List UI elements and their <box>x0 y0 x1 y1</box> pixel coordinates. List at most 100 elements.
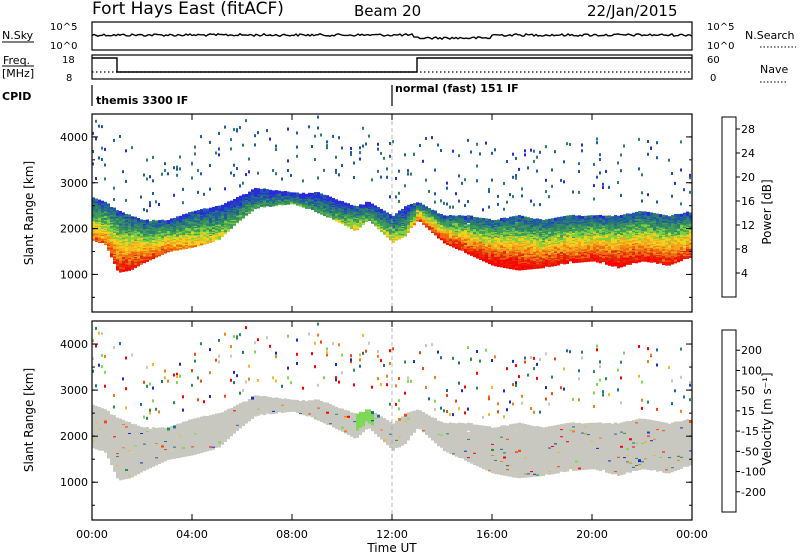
power-cell <box>563 216 566 219</box>
power-cell <box>119 242 122 246</box>
power-cell <box>494 220 497 223</box>
power-cell <box>146 253 149 257</box>
power-cell <box>176 237 179 241</box>
power-cell <box>143 244 146 248</box>
power-cell <box>299 197 302 201</box>
power-cell <box>371 203 374 207</box>
power-cell <box>323 168 325 172</box>
power-cell <box>317 115 319 119</box>
power-cell <box>104 240 107 244</box>
power-cell <box>434 168 436 172</box>
power-cell <box>215 211 218 215</box>
power-cell <box>473 216 476 220</box>
power-cell <box>158 227 161 231</box>
power-cell <box>131 221 134 225</box>
power-cell <box>347 207 350 211</box>
power-cell <box>257 188 260 192</box>
power-cell <box>299 193 302 197</box>
power-cell <box>347 203 350 207</box>
power-cell <box>92 223 95 227</box>
power-cell <box>101 146 103 150</box>
power-cell <box>176 165 178 169</box>
power-cell <box>320 133 322 137</box>
power-cell <box>416 202 419 206</box>
power-cell <box>458 174 460 178</box>
power-cell <box>293 192 296 196</box>
power-data <box>92 115 692 273</box>
power-cell <box>221 214 224 218</box>
power-cell <box>404 184 406 188</box>
power-cell <box>140 232 143 236</box>
power-cell <box>308 125 310 129</box>
power-cell <box>362 126 364 130</box>
power-cell <box>137 218 140 221</box>
power-cell <box>545 178 547 182</box>
power-cell <box>458 215 461 219</box>
power-cell <box>152 155 154 159</box>
power-cell <box>449 205 451 209</box>
power-cell <box>203 221 206 225</box>
power-cell <box>188 220 191 224</box>
power-cell <box>308 200 311 204</box>
power-cell <box>128 253 131 257</box>
power-cell <box>209 164 211 167</box>
power-cell <box>113 186 115 190</box>
power-cell <box>341 218 344 222</box>
power-cell <box>317 126 319 130</box>
power-cell <box>242 143 244 147</box>
power-cell <box>134 216 137 220</box>
power-cell <box>374 205 377 209</box>
power-cell <box>98 156 100 160</box>
power-cell <box>530 218 533 221</box>
power-cell <box>503 182 505 185</box>
power-cell <box>143 208 145 212</box>
power-cell <box>488 218 491 222</box>
power-cell <box>221 204 224 208</box>
power-cell <box>269 137 271 141</box>
freq-tick-top: 18 <box>62 55 75 66</box>
power-cell <box>101 125 103 129</box>
power-cell <box>560 178 562 182</box>
power-cell <box>155 250 158 254</box>
power-cell <box>329 209 332 213</box>
power-cell <box>173 193 175 197</box>
power-cell <box>170 218 173 222</box>
power-cell <box>572 214 575 218</box>
power-cell <box>95 137 97 141</box>
power-cell <box>527 166 529 170</box>
power-cell <box>260 188 263 192</box>
power-cell <box>113 138 115 142</box>
power-cell <box>104 177 106 181</box>
power-cell <box>158 247 161 251</box>
power-cell <box>356 223 359 227</box>
power-cell <box>389 214 392 218</box>
power-cell <box>200 135 202 139</box>
power-cell <box>113 207 116 211</box>
power-cell <box>149 201 151 205</box>
power-cell <box>128 234 131 238</box>
power-cell <box>107 203 110 207</box>
power-cell <box>149 231 152 235</box>
power-cell <box>233 220 236 224</box>
power-cell <box>395 213 398 217</box>
power-cell <box>128 214 131 218</box>
power-cell <box>227 201 230 205</box>
power-cell <box>251 193 254 197</box>
power-cell <box>98 229 101 233</box>
power-cell <box>452 215 455 219</box>
power-cell <box>161 219 164 223</box>
power-cell <box>233 173 235 177</box>
power-cell <box>176 167 178 171</box>
power-cell <box>482 218 485 221</box>
power-cell <box>410 203 413 207</box>
power-cell <box>167 226 170 229</box>
power-cell <box>380 175 382 179</box>
power-cell <box>263 200 266 204</box>
power-cell <box>383 210 386 214</box>
power-cell <box>446 181 448 185</box>
power-cell <box>155 220 158 224</box>
power-cell <box>131 244 134 248</box>
power-cell <box>143 219 146 223</box>
power-cell <box>119 245 122 249</box>
nsky-tick-bottom: 10^0 <box>50 41 77 52</box>
